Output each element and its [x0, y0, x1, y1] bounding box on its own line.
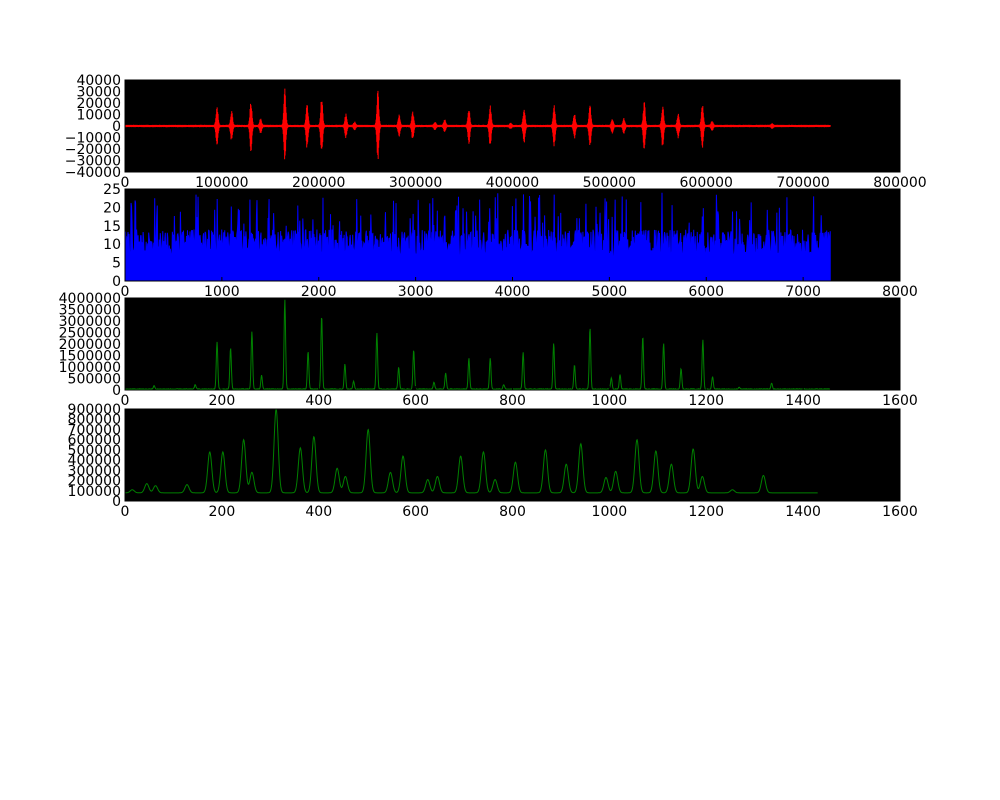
- spectrum-line: [125, 409, 818, 494]
- x-tick-label: 500000: [583, 175, 636, 191]
- x-tick-label: 400: [305, 504, 332, 520]
- x-tick-label: 5000: [592, 284, 628, 300]
- y-tick-label: −40000: [65, 165, 121, 181]
- x-tick-label: 2000: [301, 284, 337, 300]
- y-tick-label: 10000: [76, 108, 121, 124]
- x-tick-label: 6000: [688, 284, 724, 300]
- x-tick-label: 300000: [389, 175, 442, 191]
- x-tick-label: 1200: [688, 504, 724, 520]
- x-tick-label: 1000: [592, 504, 628, 520]
- y-tick-label: 500000: [68, 372, 121, 388]
- waveform-line: [125, 88, 831, 160]
- y-tick-label: 2500000: [59, 326, 121, 342]
- y-tick-label: 100000: [68, 484, 121, 500]
- x-tick-label: 1200: [688, 393, 724, 409]
- y-tick-label: −30000: [65, 154, 121, 170]
- x-tick-label: 600: [402, 504, 429, 520]
- y-tick-label: 200000: [68, 474, 121, 490]
- x-tick-label: 800000: [873, 175, 926, 191]
- x-tick-label: 800: [499, 393, 526, 409]
- spectrum-line: [125, 299, 831, 390]
- y-tick-label: 30000: [76, 85, 121, 101]
- subplots: 0 100000 200000 300000 400000 500000 600000 700…: [59, 73, 927, 520]
- x-tick-label: 3000: [398, 284, 434, 300]
- y-tick-label: 3000000: [59, 314, 121, 330]
- subplot-4: 0 200 400 600 800 1000 1200 1400 1600 90000080000…: [68, 402, 918, 520]
- plot-area: [125, 409, 900, 501]
- plot-area: [125, 298, 900, 390]
- y-tick-label: 5: [112, 256, 121, 272]
- y-tick-label: 700000: [68, 422, 121, 438]
- y-tick-label: 1000000: [59, 360, 121, 376]
- x-tick-label: 8000: [882, 284, 918, 300]
- x-tick-label: 4000: [495, 284, 531, 300]
- y-tick-label: 15: [103, 219, 121, 235]
- x-tick-label: 100000: [195, 175, 248, 191]
- x-tick-label: 1600: [882, 393, 918, 409]
- y-tick-label: 20: [103, 200, 121, 216]
- y-tick-label: 0: [112, 494, 121, 510]
- x-tick-label: 0: [121, 284, 130, 300]
- y-tick-label: 0: [112, 274, 121, 290]
- y-tick-label: 0: [112, 383, 121, 399]
- y-tick-label: 400000: [68, 453, 121, 469]
- series: [125, 192, 831, 281]
- x-tick-label: 1400: [785, 504, 821, 520]
- y-tick-label: 500000: [68, 443, 121, 459]
- x-tick-label: 400: [305, 393, 332, 409]
- y-tick-label: 20000: [76, 96, 121, 112]
- y-tick-label: 800000: [68, 412, 121, 428]
- x-tick-label: 0: [121, 393, 130, 409]
- x-tick-label: 200: [209, 393, 236, 409]
- y-tick-label: 40000: [76, 73, 121, 89]
- y-tick-label: −20000: [65, 142, 121, 158]
- x-tick-label: 1600: [882, 504, 918, 520]
- x-tick-label: 7000: [785, 284, 821, 300]
- series: [125, 299, 831, 390]
- y-tick-label: 300000: [68, 463, 121, 479]
- subplot-2: 0 1000 2000 3000 4000 5000 6000 7000 80000510152…: [103, 182, 918, 300]
- x-tick-label: 600000: [680, 175, 733, 191]
- y-tick-label: 3500000: [59, 303, 121, 319]
- x-tick-label: 600: [402, 393, 429, 409]
- y-tick-label: 25: [103, 182, 121, 198]
- y-tick-label: 1500000: [59, 349, 121, 365]
- y-tick-label: −10000: [65, 131, 121, 147]
- x-tick-label: 0: [121, 504, 130, 520]
- x-tick-label: 1000: [592, 393, 628, 409]
- series: [125, 88, 831, 160]
- y-tick-label: 0: [112, 119, 121, 135]
- x-tick-label: 200000: [292, 175, 345, 191]
- subplot-3: 0 200 400 600 800 1000 1200 1400 1600 40000003500…: [59, 291, 918, 409]
- x-tick-label: 1000: [204, 284, 240, 300]
- x-tick-label: 400000: [486, 175, 539, 191]
- x-tick-label: 700000: [776, 175, 829, 191]
- series: [125, 409, 818, 494]
- bar-series-fill: [125, 192, 831, 281]
- y-tick-label: 10: [103, 237, 121, 253]
- subplot-1: 0 100000 200000 300000 400000 500000 600000 700…: [65, 73, 927, 191]
- y-tick-label: 4000000: [59, 291, 121, 307]
- x-tick-label: 1400: [785, 393, 821, 409]
- x-tick-label: 800: [499, 504, 526, 520]
- y-tick-label: 900000: [68, 402, 121, 418]
- x-tick-label: 0: [121, 175, 130, 191]
- x-tick-label: 200: [209, 504, 236, 520]
- y-tick-label: 2000000: [59, 337, 121, 353]
- y-tick-label: 600000: [68, 433, 121, 449]
